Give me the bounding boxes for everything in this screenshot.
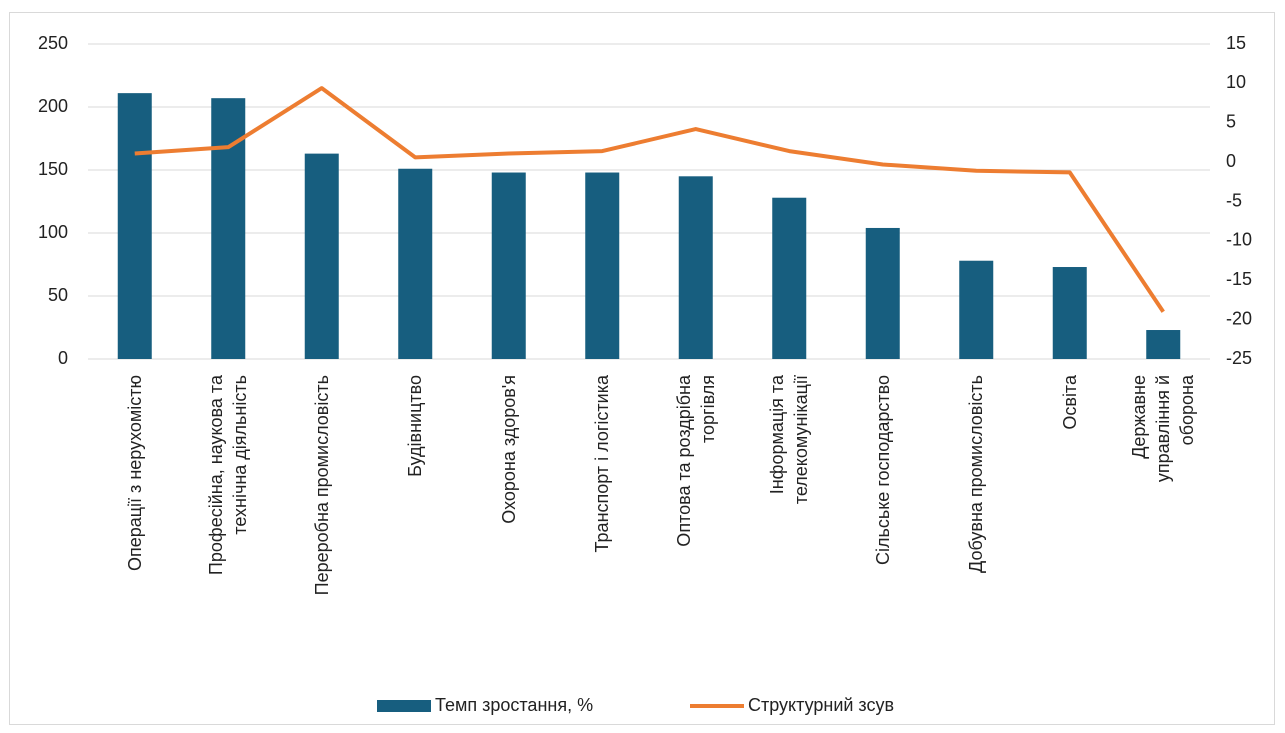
chart-border [9, 12, 1275, 725]
x-tick-label: Охорона здоров'я [498, 375, 519, 524]
y2-tick-label: 10 [1226, 72, 1246, 92]
y2-tick-label: -15 [1226, 269, 1252, 289]
y2-tick-label: -5 [1226, 190, 1242, 210]
y2-tick-label: -10 [1226, 230, 1252, 250]
y-tick-label: 50 [48, 285, 68, 305]
y2-tick-label: -20 [1226, 308, 1252, 328]
x-tick-label: Операції з нерухомістю [124, 375, 145, 572]
legend-label: Темп зростання, % [435, 695, 593, 715]
bar [117, 93, 152, 359]
bar [398, 168, 433, 359]
bar [678, 176, 713, 359]
x-tick-label: Добувна промисловість [966, 375, 987, 573]
bar [1146, 330, 1181, 359]
x-tick-label: Переробна промисловість [311, 375, 332, 596]
y2-tick-label: -25 [1226, 348, 1252, 368]
line [134, 86, 1165, 313]
legend-label: Структурний зсув [748, 695, 894, 715]
bar [491, 172, 526, 359]
bar [304, 153, 339, 359]
y-tick-label: 200 [38, 96, 68, 116]
x-tick-label: Оптова та роздрібна торгівля [673, 375, 718, 547]
bar [865, 227, 900, 359]
x-tick-label: Транспорт і логістика [592, 375, 613, 553]
y2-tick-label: 0 [1226, 151, 1236, 171]
x-tick-label: Освіта [1059, 375, 1080, 430]
y-tick-label: 250 [38, 33, 68, 53]
x-tick-label: Інформація та телекомунікації [767, 375, 812, 505]
y2-tick-label: 15 [1226, 33, 1246, 53]
y-tick-label: 0 [58, 348, 68, 368]
legend-swatch [377, 700, 431, 712]
bar [1052, 267, 1087, 359]
y-tick-label: 150 [38, 159, 68, 179]
x-tick-label: Професійна, наукова та технічна діяльніс… [206, 375, 251, 576]
x-tick-label: Будівництво [405, 375, 426, 477]
x-tick-label: Державне управління й оборона [1129, 375, 1198, 483]
bar [772, 197, 807, 359]
x-tick-label: Сільське господарство [872, 375, 893, 566]
bar [585, 172, 620, 359]
bar [959, 260, 994, 359]
y-tick-label: 100 [38, 222, 68, 242]
y2-tick-label: 5 [1226, 112, 1236, 132]
